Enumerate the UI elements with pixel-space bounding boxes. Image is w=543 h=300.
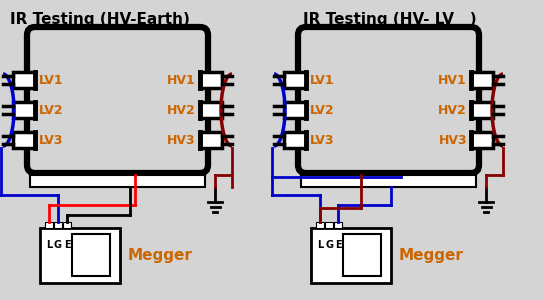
Text: HV2: HV2 bbox=[438, 103, 467, 116]
Text: LV3: LV3 bbox=[310, 134, 334, 146]
Bar bbox=[471, 72, 493, 88]
FancyBboxPatch shape bbox=[298, 27, 479, 173]
Text: Megger: Megger bbox=[128, 248, 193, 263]
Text: HV3: HV3 bbox=[438, 134, 467, 146]
Bar bbox=[54, 222, 62, 228]
Bar bbox=[72, 234, 110, 276]
Bar bbox=[343, 234, 381, 276]
Text: HV1: HV1 bbox=[438, 74, 467, 86]
Text: L: L bbox=[46, 240, 52, 250]
Text: LV1: LV1 bbox=[310, 74, 334, 86]
Bar bbox=[284, 132, 306, 148]
Bar bbox=[200, 72, 222, 88]
Bar bbox=[63, 222, 71, 228]
Bar bbox=[471, 102, 493, 118]
Bar bbox=[13, 102, 35, 118]
Text: LV1: LV1 bbox=[39, 74, 64, 86]
Text: IR Testing (HV- LV   ): IR Testing (HV- LV ) bbox=[303, 12, 477, 27]
Bar bbox=[30, 175, 205, 187]
Bar bbox=[284, 72, 306, 88]
Bar bbox=[13, 132, 35, 148]
Bar bbox=[284, 102, 306, 118]
Bar bbox=[325, 222, 333, 228]
Bar bbox=[45, 222, 53, 228]
Bar bbox=[301, 175, 476, 187]
Bar bbox=[334, 222, 342, 228]
Text: LV2: LV2 bbox=[310, 103, 334, 116]
Text: L: L bbox=[317, 240, 323, 250]
Text: Megger: Megger bbox=[399, 248, 464, 263]
Bar bbox=[471, 132, 493, 148]
Bar bbox=[200, 132, 222, 148]
Text: HV1: HV1 bbox=[167, 74, 196, 86]
Text: LV2: LV2 bbox=[39, 103, 64, 116]
Text: E: E bbox=[64, 240, 70, 250]
Bar bbox=[13, 72, 35, 88]
Text: HV2: HV2 bbox=[167, 103, 196, 116]
Text: G: G bbox=[325, 240, 333, 250]
Text: HV3: HV3 bbox=[167, 134, 196, 146]
Bar bbox=[316, 222, 324, 228]
Text: LV3: LV3 bbox=[39, 134, 64, 146]
Bar bbox=[311, 228, 391, 283]
Bar bbox=[40, 228, 120, 283]
FancyBboxPatch shape bbox=[27, 27, 208, 173]
Bar bbox=[200, 102, 222, 118]
Text: E: E bbox=[334, 240, 342, 250]
Text: G: G bbox=[54, 240, 62, 250]
Text: IR Testing (HV-Earth): IR Testing (HV-Earth) bbox=[10, 12, 190, 27]
